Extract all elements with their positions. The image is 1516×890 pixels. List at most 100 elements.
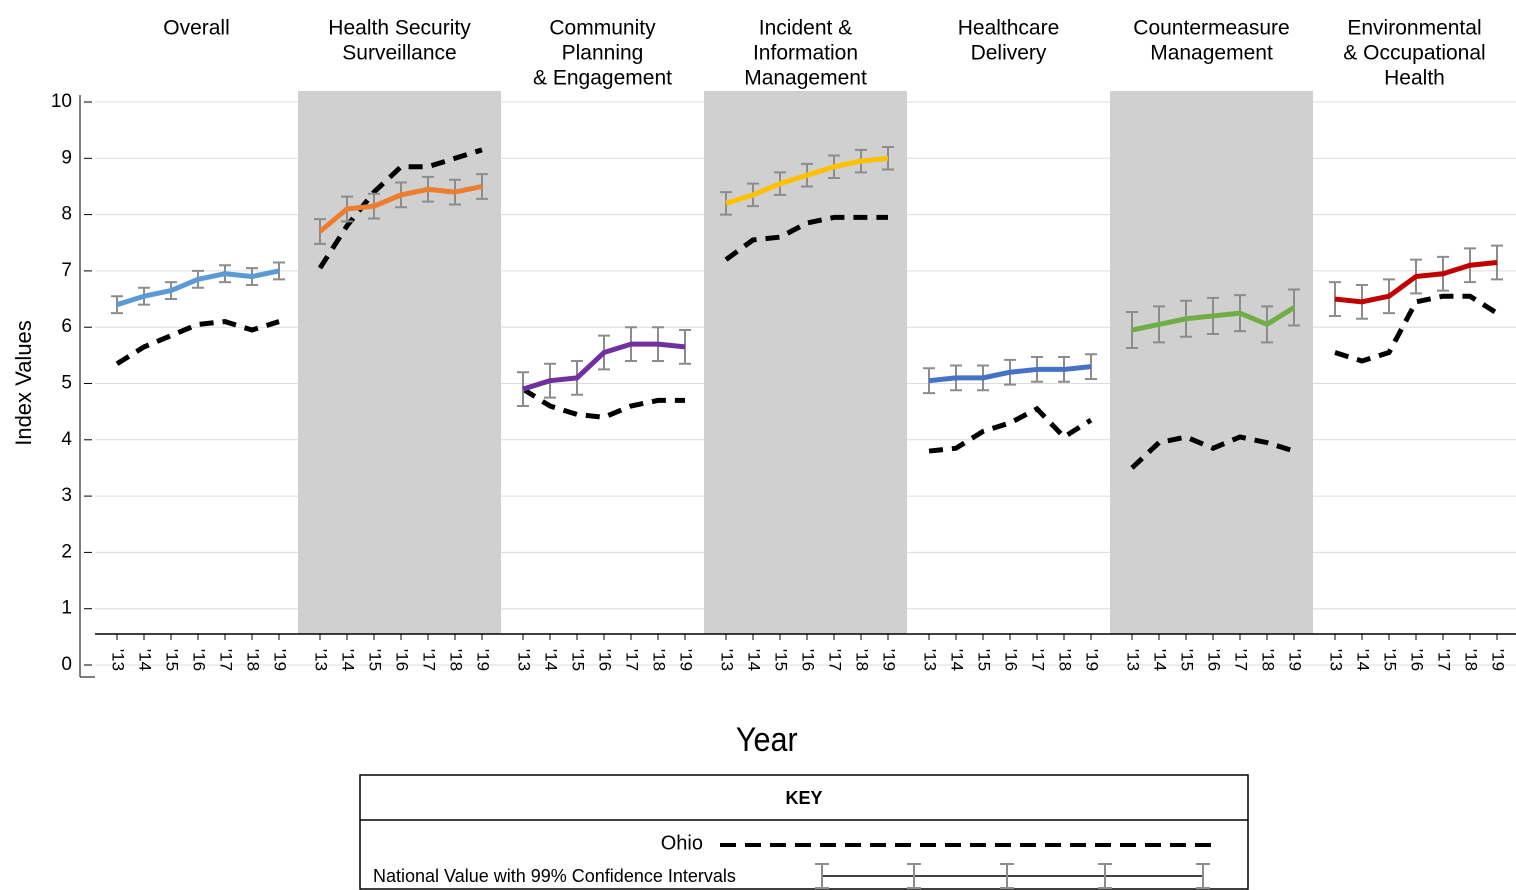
y-tick-label: 7 [61, 260, 72, 281]
x-tick-label: '14 [339, 649, 358, 671]
x-tick-label: '16 [1205, 649, 1224, 671]
ohio-line [521, 387, 685, 420]
x-tick-label: '19 [271, 649, 290, 671]
ohio-line [724, 214, 888, 262]
y-axis-label: Index Values [11, 320, 36, 446]
panel-title: & Occupational [1343, 42, 1485, 65]
x-tick-label: '14 [1354, 649, 1373, 671]
x-tick-label: '15 [366, 649, 385, 671]
x-tick-label: '18 [1259, 649, 1278, 671]
x-tick-label: '18 [447, 649, 466, 671]
x-tick-label: '13 [312, 649, 331, 671]
x-tick-label: '19 [1489, 649, 1508, 671]
y-tick-label: 2 [61, 541, 72, 562]
x-tick-label: '17 [1435, 649, 1454, 671]
x-tick-label: '14 [948, 649, 967, 671]
panel-title: Countermeasure [1133, 17, 1289, 40]
x-axis-label: Year [736, 721, 798, 759]
x-tick-label: '18 [1462, 649, 1481, 671]
x-tick-label: '17 [826, 649, 845, 671]
national-line [318, 184, 483, 234]
x-tick-label: '14 [1151, 649, 1170, 671]
x-tick-label: '16 [393, 649, 412, 671]
x-tick-label: '13 [109, 649, 128, 671]
x-tick-label: '16 [799, 649, 818, 671]
x-tick-label: '18 [244, 649, 263, 671]
key-error-bar [815, 863, 829, 889]
x-tick-label: '18 [1056, 649, 1075, 671]
x-tick-label: '13 [1327, 649, 1346, 671]
national-line [1334, 259, 1498, 305]
ohio-line [1130, 434, 1295, 470]
y-tick-label: 4 [61, 429, 72, 450]
panel-title: Overall [163, 17, 230, 40]
x-tick-label: '15 [1178, 649, 1197, 671]
x-tick-label: '16 [1408, 649, 1427, 671]
panel-title: Health Security [328, 17, 471, 40]
x-tick-label: '15 [1381, 649, 1400, 671]
x-tick-label: '13 [921, 649, 940, 671]
x-tick-label: '19 [1083, 649, 1102, 671]
x-tick-label: '17 [420, 649, 439, 671]
panel-title: Community [549, 17, 656, 40]
x-tick-label: '14 [745, 649, 764, 671]
x-tick-label: '13 [718, 649, 737, 671]
key-error-bar [907, 863, 921, 889]
x-tick-label: '19 [1286, 649, 1305, 671]
x-tick-label: '16 [596, 649, 615, 671]
panel-title: Information [753, 42, 858, 65]
y-tick-label: 5 [61, 373, 72, 394]
x-tick-label: '19 [880, 649, 899, 671]
national-line [116, 268, 280, 308]
panel-title: & Engagement [533, 67, 672, 90]
x-tick-label: '17 [623, 649, 642, 671]
panel-shade [1110, 91, 1313, 634]
y-tick-label: 8 [61, 204, 72, 225]
x-tick-label: '14 [136, 649, 155, 671]
key-error-bar [1196, 863, 1210, 889]
key-error-bar [1000, 863, 1014, 889]
y-tick-label: 1 [61, 598, 72, 619]
x-tick-label: '13 [515, 649, 534, 671]
panel-title: Surveillance [342, 42, 456, 65]
x-tick-label: '17 [1232, 649, 1251, 671]
national-line [725, 155, 889, 206]
y-tick-label: 0 [61, 654, 72, 675]
panel-title: Health [1384, 67, 1445, 90]
x-tick-label: '16 [190, 649, 209, 671]
y-tick-label: 10 [51, 91, 72, 112]
panel-title: Healthcare [958, 17, 1060, 40]
panel-title: Planning [562, 42, 644, 65]
national-line [1131, 305, 1296, 333]
x-tick-label: '15 [569, 649, 588, 671]
panel-title: Delivery [971, 42, 1047, 65]
panel-title: Incident & [759, 17, 852, 40]
key-national-label: National Value with 99% Confidence Inter… [373, 866, 736, 886]
key-title: KEY [785, 788, 822, 808]
national-line [522, 341, 686, 392]
x-tick-label: '19 [677, 649, 696, 671]
panel-title: Environmental [1347, 17, 1481, 40]
panel-title: Management [1150, 42, 1273, 65]
x-tick-label: '18 [650, 649, 669, 671]
y-tick-label: 6 [61, 316, 72, 337]
x-tick-label: '15 [163, 649, 182, 671]
x-tick-label: '15 [975, 649, 994, 671]
x-tick-label: '16 [1002, 649, 1021, 671]
ohio-line [1334, 293, 1499, 364]
key-error-bar [1098, 863, 1112, 889]
panel-title: Management [744, 67, 867, 90]
y-tick-label: 3 [61, 485, 72, 506]
ohio-line [317, 147, 483, 270]
x-tick-label: '14 [542, 649, 561, 671]
x-tick-label: '13 [1124, 649, 1143, 671]
x-tick-label: '17 [217, 649, 236, 671]
key-ohio-label: Ohio [661, 832, 703, 854]
key-box [359, 774, 1249, 890]
x-tick-label: '19 [474, 649, 493, 671]
x-tick-label: '17 [1029, 649, 1048, 671]
x-tick-label: '15 [772, 649, 791, 671]
panel-shade [298, 91, 501, 634]
